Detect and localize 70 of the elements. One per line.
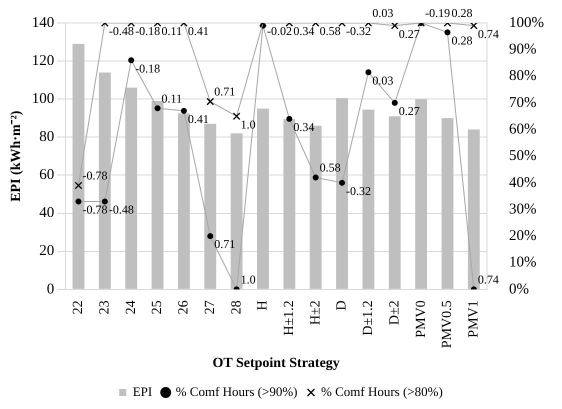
- x-tick-label: H: [256, 300, 271, 310]
- annotation: 0.28: [451, 6, 472, 20]
- x-tick-label: D: [334, 300, 350, 310]
- x-tick-label: 24: [124, 300, 139, 314]
- x-tick-label: 28: [229, 300, 244, 314]
- annotation: 0.11: [162, 24, 182, 38]
- legend-label: % Comf Hours (>90%): [176, 384, 298, 399]
- x-tick-label: PMV1: [466, 300, 482, 338]
- y-tick-label: 60: [39, 167, 54, 184]
- y-tick-label: 80: [39, 129, 54, 146]
- annotation: 0.03: [372, 73, 394, 88]
- annotation: -0.02: [266, 24, 292, 38]
- annotation: -0.19: [425, 6, 450, 20]
- annotation: 0.27: [398, 26, 420, 41]
- y-tick-label: 120: [32, 52, 54, 69]
- annotation: 0.41: [188, 112, 209, 126]
- annotation: 0.71: [214, 84, 236, 99]
- y2-tick-label: 10%: [509, 254, 537, 271]
- annotation: 0.74: [478, 26, 499, 41]
- y2-tick-label: 20%: [509, 228, 537, 244]
- annotation: -0.78: [82, 168, 108, 183]
- y2-tick-label: 50%: [509, 148, 537, 164]
- annotation: 0.34: [293, 120, 314, 134]
- y-tick-label: 100: [32, 91, 54, 108]
- annotation: 0.58: [320, 24, 341, 38]
- y2-tick-label: 80%: [509, 68, 537, 84]
- annotation: 0.58: [320, 160, 341, 175]
- x-tick-label: H±2: [308, 300, 324, 326]
- annotation: -0.78: [82, 202, 108, 217]
- legend-label: EPI: [132, 384, 152, 399]
- y2-tick-label: 40%: [509, 174, 537, 191]
- annotation: 0.74: [478, 272, 499, 287]
- x-tick-label: 26: [176, 300, 192, 314]
- annotation: 0.71: [214, 237, 236, 252]
- annotation: -0.48: [108, 202, 134, 217]
- x-tick-label: 22: [71, 300, 86, 314]
- y2-tick-label: 90%: [509, 42, 537, 58]
- x-tick-label: 23: [98, 300, 113, 314]
- annotation: -0.18: [135, 24, 160, 38]
- annotation: 0.03: [372, 6, 394, 20]
- annotation: 1.0: [240, 272, 256, 287]
- y-axis-title: EPI (kWh·m⁻²): [9, 110, 24, 202]
- y2-tick-label: 100%: [509, 14, 544, 31]
- x-tick-label: D±1.2: [361, 300, 376, 336]
- x-tick-label: 25: [150, 300, 166, 314]
- y-tick-label: 40: [39, 205, 54, 222]
- annotation: -0.18: [135, 61, 160, 76]
- x-tick-label: PMV0: [414, 300, 429, 338]
- annotation: -0.32: [346, 184, 372, 198]
- y-tick-label: 20: [39, 243, 54, 260]
- y2-tick-label: 70%: [509, 94, 537, 111]
- x-axis-title: OT Setpoint Strategy: [212, 356, 340, 372]
- annotation: 0.41: [188, 24, 209, 38]
- annotation: -0.48: [108, 24, 134, 38]
- x-tick-label: 27: [202, 300, 218, 314]
- annotation: 0.28: [451, 33, 472, 48]
- x-tick-label: D±2: [387, 300, 402, 326]
- annotation: 0.11: [162, 91, 182, 106]
- x-tick-label: H±1.2: [282, 300, 298, 336]
- y2-tick-label: 30%: [509, 201, 537, 218]
- y-tick-label: 140: [32, 14, 54, 31]
- y2-tick-label: 60%: [509, 121, 537, 138]
- y-tick-label: 0: [46, 281, 54, 298]
- annotation: -0.32: [346, 24, 372, 38]
- y2-tick-label: 0%: [509, 281, 530, 298]
- annotation: 1.0: [240, 117, 256, 132]
- annotation: 0.34: [293, 24, 314, 38]
- x-tick-label: PMV0.5: [440, 300, 456, 348]
- annotation: 0.27: [398, 104, 420, 118]
- legend-label: % Comf Hours (>80%): [321, 384, 443, 399]
